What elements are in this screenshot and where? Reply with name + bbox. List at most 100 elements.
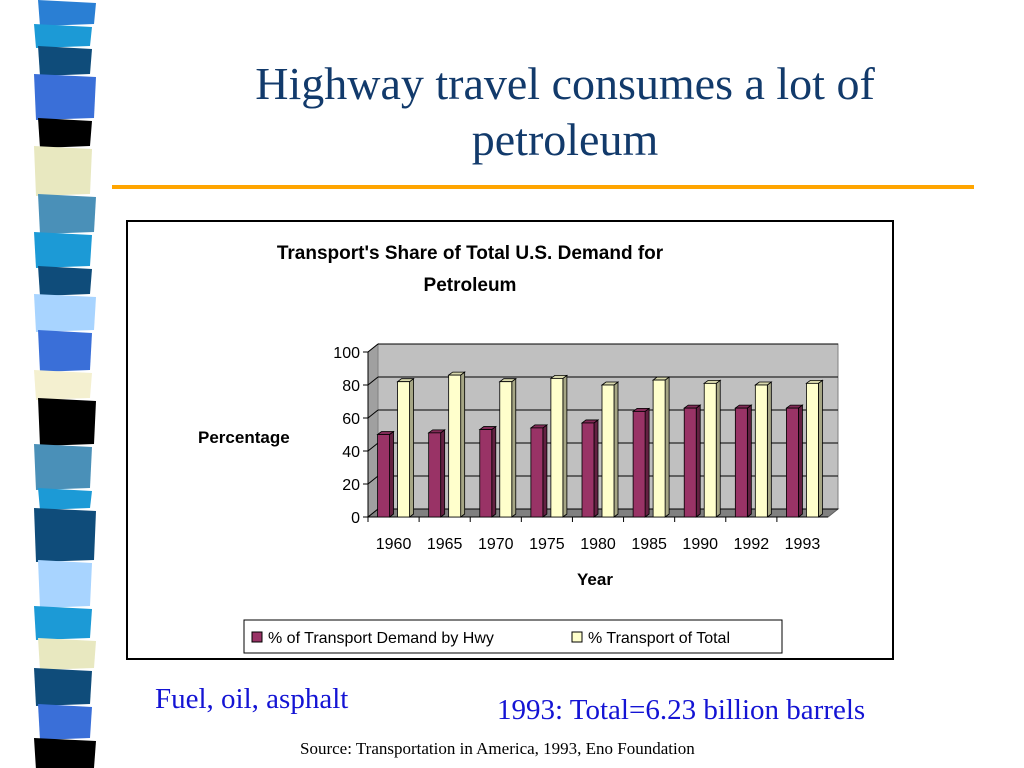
bar-total [550, 377, 564, 518]
bar-hwy [683, 407, 697, 518]
legend-swatch-hwy [251, 631, 263, 643]
bar-hwy-side [593, 419, 599, 518]
y-tick-label: 80 [342, 378, 360, 395]
x-tick-label: 1970 [478, 536, 514, 553]
bar-total [601, 384, 615, 518]
bar-total-side [409, 377, 414, 518]
gridline-side [367, 475, 379, 485]
title-divider [112, 185, 974, 189]
y-tick-label: 60 [342, 411, 360, 428]
legend-box [243, 619, 783, 654]
note-total-barrels: 1993: Total=6.23 billion barrels [497, 694, 866, 726]
bar-hwy-side [542, 424, 548, 518]
bar-total [499, 381, 513, 518]
x-tick-label: 1965 [427, 536, 463, 553]
stripe-segment [34, 370, 92, 400]
plot-side-wall [367, 342, 379, 519]
bar-total-side [715, 379, 721, 518]
legend-label-total: % Transport of Total [588, 630, 730, 647]
gridline-side [367, 343, 379, 353]
bar-hwy-side [746, 404, 752, 518]
x-tick-label: 1960 [376, 536, 412, 553]
stripe-segment [34, 444, 92, 490]
bar-total [754, 384, 768, 518]
y-tick-label: 0 [351, 510, 360, 527]
stripe-segment [38, 266, 92, 296]
note-fuel-oil-asphalt: Fuel, oil, asphalt [155, 683, 349, 715]
bar-total [703, 382, 717, 518]
bar-total-side [562, 374, 568, 518]
slide-title: Highway travel consumes a lot of petroleu… [255, 58, 875, 165]
bar-hwy [428, 432, 442, 518]
gridline-side [367, 442, 379, 452]
stripe-segment [34, 232, 92, 268]
bar-hwy [377, 434, 390, 518]
bar-total-side [818, 379, 823, 518]
bar-hwy-side [798, 404, 803, 518]
stripe-segment [34, 668, 92, 706]
x-axis-label: Year [577, 570, 613, 589]
stripe-segment [38, 488, 92, 510]
x-tick-label: 1985 [631, 536, 667, 553]
bar-hwy [786, 407, 799, 518]
x-tick-label: 1993 [785, 536, 821, 553]
legend-swatch-total [571, 631, 583, 643]
chart-title-line-1: Transport's Share of Total U.S. Demand f… [277, 243, 664, 264]
gridline-side [367, 376, 379, 386]
bar-total [448, 374, 462, 518]
bar-total [806, 382, 819, 518]
y-tick-label: 20 [342, 477, 360, 494]
bar-total-side [613, 381, 619, 518]
chart-frame: Transport's Share of Total U.S. Demand f… [126, 220, 894, 660]
chart: Transport's Share of Total U.S. Demand f… [198, 243, 840, 654]
stripe-segment [34, 24, 92, 48]
stripe-segment [38, 46, 92, 76]
bar-hwy-side [389, 430, 394, 518]
bar-hwy [479, 429, 493, 518]
stripe-segment [34, 146, 92, 196]
stripe-segment [38, 330, 92, 372]
stripe-segment [38, 704, 92, 740]
stripe-segment [38, 638, 96, 670]
x-tick-label: 1975 [529, 536, 565, 553]
bar-total-side [460, 371, 466, 518]
bar-hwy [734, 407, 748, 518]
x-tick-label: 1992 [734, 536, 770, 553]
stripe-segment [38, 0, 96, 26]
stripe-segment [38, 560, 92, 608]
decorative-stripe [0, 0, 96, 768]
y-tick-label: 40 [342, 444, 360, 461]
stripe-segment [38, 194, 96, 234]
stripe-segment [34, 606, 92, 640]
bar-total-side [511, 377, 517, 518]
y-axis-label: Percentage [198, 428, 290, 447]
x-tick-label: 1990 [682, 536, 718, 553]
bar-hwy-side [644, 407, 650, 518]
stripe-segment [34, 508, 96, 562]
bar-total-side [766, 381, 772, 518]
stripe-segment [38, 118, 92, 148]
bar-total [652, 379, 666, 518]
plot-area: 0 20 40 60 80 100 1960 1965 1970 1975 1980 1985 1990… [333, 342, 840, 553]
source-citation: Source: Transportation in America, 1993,… [300, 739, 695, 758]
bar-hwy [632, 410, 646, 518]
bar-total-side [664, 376, 670, 518]
bar-hwy [530, 427, 544, 518]
bar-total [397, 381, 410, 518]
y-tick-label: 100 [333, 345, 360, 362]
stripe-segment [34, 74, 96, 120]
legend-label-hwy: % of Transport Demand by Hwy [268, 630, 494, 647]
gridline-side [367, 409, 379, 419]
stripe-segment [34, 294, 96, 332]
stripe-segment [34, 738, 96, 768]
stripe-margin [0, 0, 30, 768]
legend: % of Transport Demand by Hwy % Transport… [243, 619, 783, 654]
bar-hwy-side [440, 429, 446, 518]
stripe-segment [38, 398, 96, 446]
bar-hwy-side [491, 425, 497, 518]
chart-title-line-2: Petroleum [424, 275, 517, 296]
x-tick-label: 1980 [580, 536, 616, 553]
gridline-side [367, 508, 379, 518]
bar-hwy-side [695, 404, 701, 518]
bar-hwy [581, 422, 595, 518]
